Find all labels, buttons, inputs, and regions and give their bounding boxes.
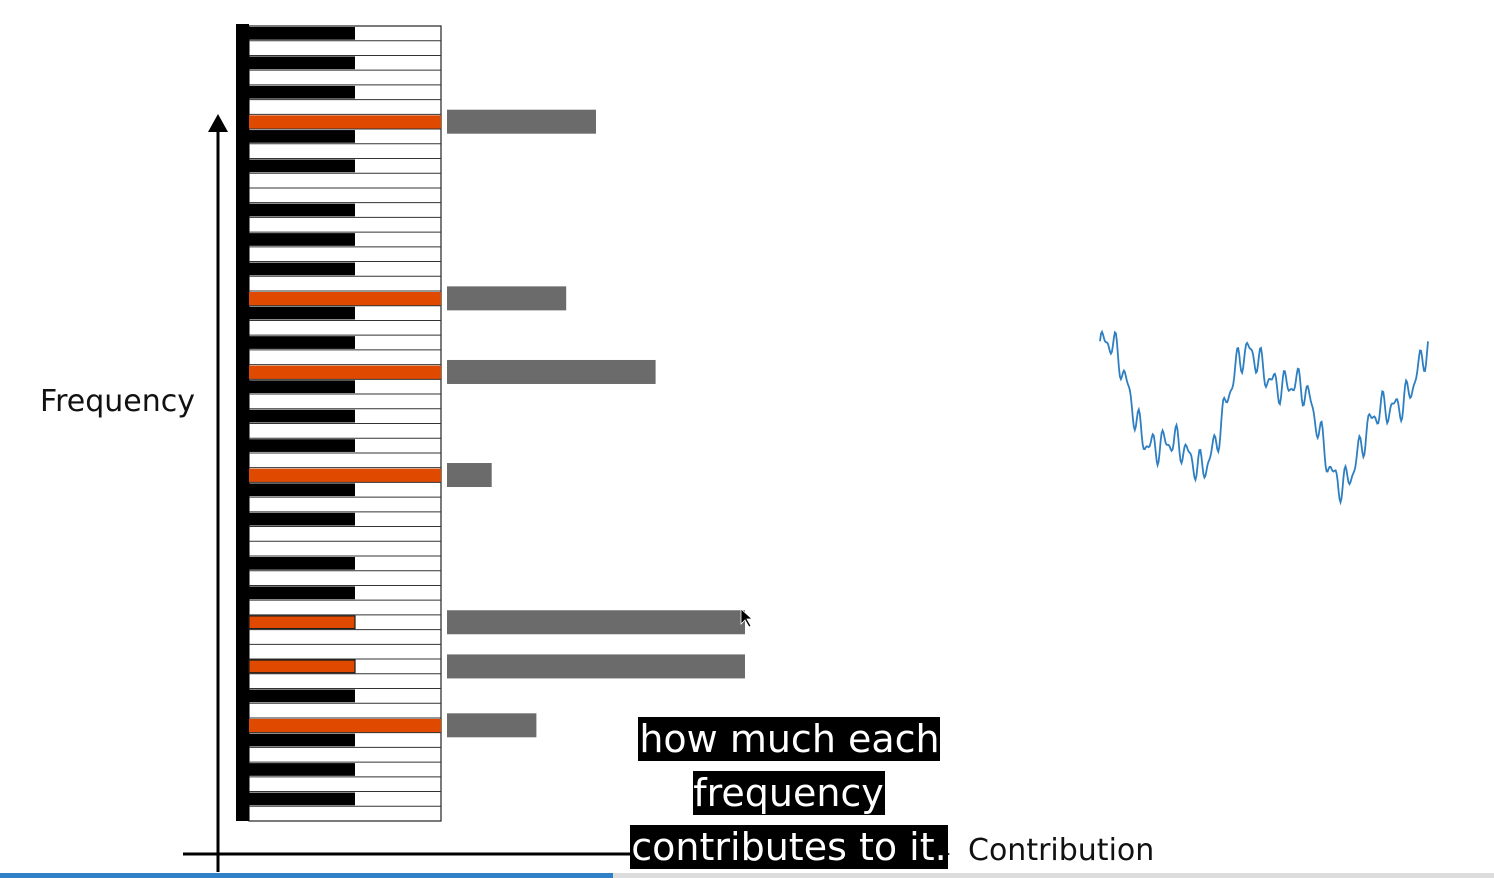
black-key (249, 336, 355, 349)
black-key (249, 306, 355, 320)
piano-keyboard (236, 24, 442, 822)
active-white-key (249, 115, 441, 130)
waveform-line (1099, 329, 1429, 506)
black-key (249, 763, 355, 776)
active-black-key (248, 615, 356, 630)
black-key (249, 130, 355, 143)
black-key (249, 409, 355, 423)
contribution-bar (447, 109, 596, 134)
y-axis-label: Frequency (40, 384, 195, 419)
caption-line-1: how much each frequency (638, 717, 940, 815)
contribution-bar (447, 359, 656, 384)
contribution-bar (447, 610, 745, 635)
contribution-bar (447, 713, 537, 738)
black-key (249, 56, 355, 70)
caption-line-2: contributes to it. (630, 825, 948, 869)
black-key (249, 85, 355, 99)
playback-progress-bar[interactable] (0, 873, 1494, 878)
contribution-bar (447, 463, 492, 488)
black-key (249, 27, 355, 40)
contribution-bar (447, 286, 567, 311)
active-white-key (249, 365, 441, 380)
waveform (1099, 329, 1429, 506)
active-white-key (249, 292, 441, 306)
black-key (249, 792, 355, 806)
black-key (249, 733, 355, 747)
black-key (249, 203, 355, 217)
active-white-key (249, 718, 441, 733)
black-key (249, 233, 355, 246)
black-key (249, 557, 355, 570)
black-key (249, 586, 355, 600)
contribution-bar (447, 654, 745, 679)
playback-progress-fill (0, 873, 613, 878)
contribution-bars (447, 109, 745, 738)
keyboard-left-strip (236, 24, 249, 821)
active-black-key (248, 659, 356, 674)
y-axis-arrow-icon (208, 114, 228, 132)
mouse-cursor-icon (740, 608, 754, 628)
subtitle-caption: how much each frequency contributes to i… (540, 712, 1038, 874)
black-key (249, 483, 355, 497)
x-axis-label: Contribution (968, 833, 1155, 868)
black-key (249, 512, 355, 526)
black-key (249, 689, 355, 703)
active-white-key (249, 468, 441, 483)
black-key (249, 380, 355, 394)
black-key (249, 159, 355, 173)
black-key (249, 439, 355, 452)
black-key (249, 262, 355, 276)
